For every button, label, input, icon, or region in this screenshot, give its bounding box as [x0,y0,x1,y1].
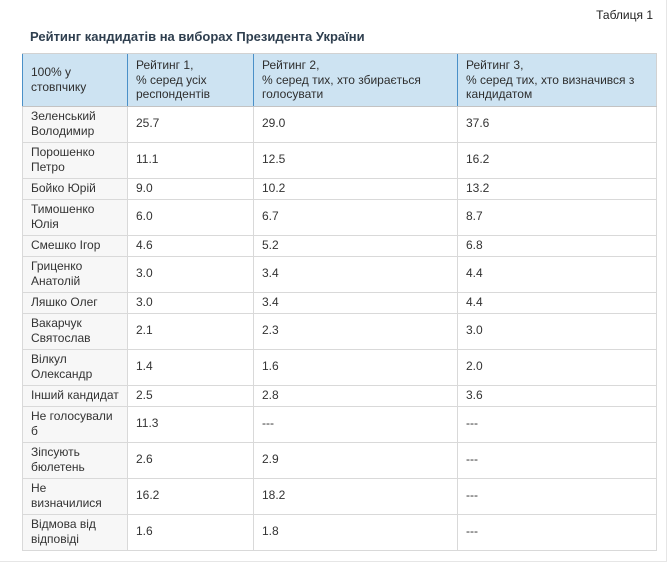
table-row: Інший кандидат 2.5 2.8 3.6 [22,384,657,407]
rating1-cell: 16.2 [127,477,254,515]
table-row: Тимошенко Юлія 6.0 6.7 8.7 [22,198,657,236]
table-row: Бойко Юрій 9.0 10.2 13.2 [22,177,657,200]
rating1-cell: 1.4 [127,348,254,386]
rating2-cell: 10.2 [253,177,458,200]
column-header-rating2: Рейтинг 2, % серед тих, хто збирається г… [253,53,458,107]
rating1-cell: 2.6 [127,441,254,479]
table-row: Зіпсують бюлетень 2.6 2.9 --- [22,441,657,479]
rating3-cell: 16.2 [457,141,657,179]
rating3-cell: 37.6 [457,105,657,143]
rating2-cell: 18.2 [253,477,458,515]
rating1-cell: 25.7 [127,105,254,143]
candidate-name-cell: Ляшко Олег [22,291,128,314]
table-row: Вілкул Олександр 1.4 1.6 2.0 [22,348,657,386]
table-row: Відмова від відповіді 1.6 1.8 --- [22,513,657,551]
rating3-cell: --- [457,441,657,479]
ratings-table: 100% у стовпчику Рейтинг 1, % серед усіх… [22,53,657,551]
table-row: Зеленський Володимир 25.7 29.0 37.6 [22,105,657,143]
rating1-cell: 4.6 [127,234,254,257]
candidate-name-cell: Не голосували б [22,405,128,443]
rating2-cell: --- [253,405,458,443]
rating3-cell: --- [457,477,657,515]
column-header-base: 100% у стовпчику [22,53,128,107]
candidate-name-cell: Вілкул Олександр [22,348,128,386]
candidate-name-cell: Тимошенко Юлія [22,198,128,236]
rating1-cell: 1.6 [127,513,254,551]
candidate-name-cell: Не визначилися [22,477,128,515]
candidate-name-cell: Зіпсують бюлетень [22,441,128,479]
rating3-cell: 4.4 [457,291,657,314]
candidate-name-cell: Вакарчук Святослав [22,312,128,350]
table-row: Вакарчук Святослав 2.1 2.3 3.0 [22,312,657,350]
column-header-rating3: Рейтинг 3, % серед тих, хто визначився з… [457,53,657,107]
candidate-name-cell: Зеленський Володимир [22,105,128,143]
rating3-cell: 6.8 [457,234,657,257]
rating1-cell: 2.1 [127,312,254,350]
table-row: Порошенко Петро 11.1 12.5 16.2 [22,141,657,179]
candidate-name-cell: Бойко Юрій [22,177,128,200]
rating2-cell: 12.5 [253,141,458,179]
rating2-cell: 3.4 [253,291,458,314]
candidate-name-cell: Гриценко Анатолій [22,255,128,293]
candidate-name-cell: Смешко Ігор [22,234,128,257]
rating3-cell: --- [457,513,657,551]
table-row: Ляшко Олег 3.0 3.4 4.4 [22,291,657,314]
rating1-cell: 3.0 [127,255,254,293]
rating1-cell: 11.3 [127,405,254,443]
candidate-name-cell: Порошенко Петро [22,141,128,179]
rating3-cell: 2.0 [457,348,657,386]
rating2-cell: 29.0 [253,105,458,143]
rating3-cell: 3.0 [457,312,657,350]
rating1-cell: 3.0 [127,291,254,314]
page-title: Рейтинг кандидатів на виборах Президента… [30,29,365,44]
rating2-cell: 5.2 [253,234,458,257]
rating2-cell: 2.3 [253,312,458,350]
rating1-cell: 9.0 [127,177,254,200]
candidate-name-cell: Інший кандидат [22,384,128,407]
rating2-cell: 6.7 [253,198,458,236]
rating1-cell: 2.5 [127,384,254,407]
rating3-cell: 8.7 [457,198,657,236]
table-row: Гриценко Анатолій 3.0 3.4 4.4 [22,255,657,293]
rating1-cell: 11.1 [127,141,254,179]
column-header-rating1: Рейтинг 1, % серед усіх респондентів [127,53,254,107]
rating2-cell: 1.6 [253,348,458,386]
rating3-cell: 13.2 [457,177,657,200]
table-row: Не голосували б 11.3 --- --- [22,405,657,443]
table-row: Не визначилися 16.2 18.2 --- [22,477,657,515]
rating2-cell: 2.8 [253,384,458,407]
rating3-cell: 3.6 [457,384,657,407]
rating3-cell: --- [457,405,657,443]
table-row: Смешко Ігор 4.6 5.2 6.8 [22,234,657,257]
candidate-name-cell: Відмова від відповіді [22,513,128,551]
rating1-cell: 6.0 [127,198,254,236]
rating3-cell: 4.4 [457,255,657,293]
table-caption: Таблиця 1 [596,8,653,22]
header-row: 100% у стовпчику Рейтинг 1, % серед усіх… [22,53,657,107]
rating2-cell: 1.8 [253,513,458,551]
rating2-cell: 3.4 [253,255,458,293]
rating2-cell: 2.9 [253,441,458,479]
